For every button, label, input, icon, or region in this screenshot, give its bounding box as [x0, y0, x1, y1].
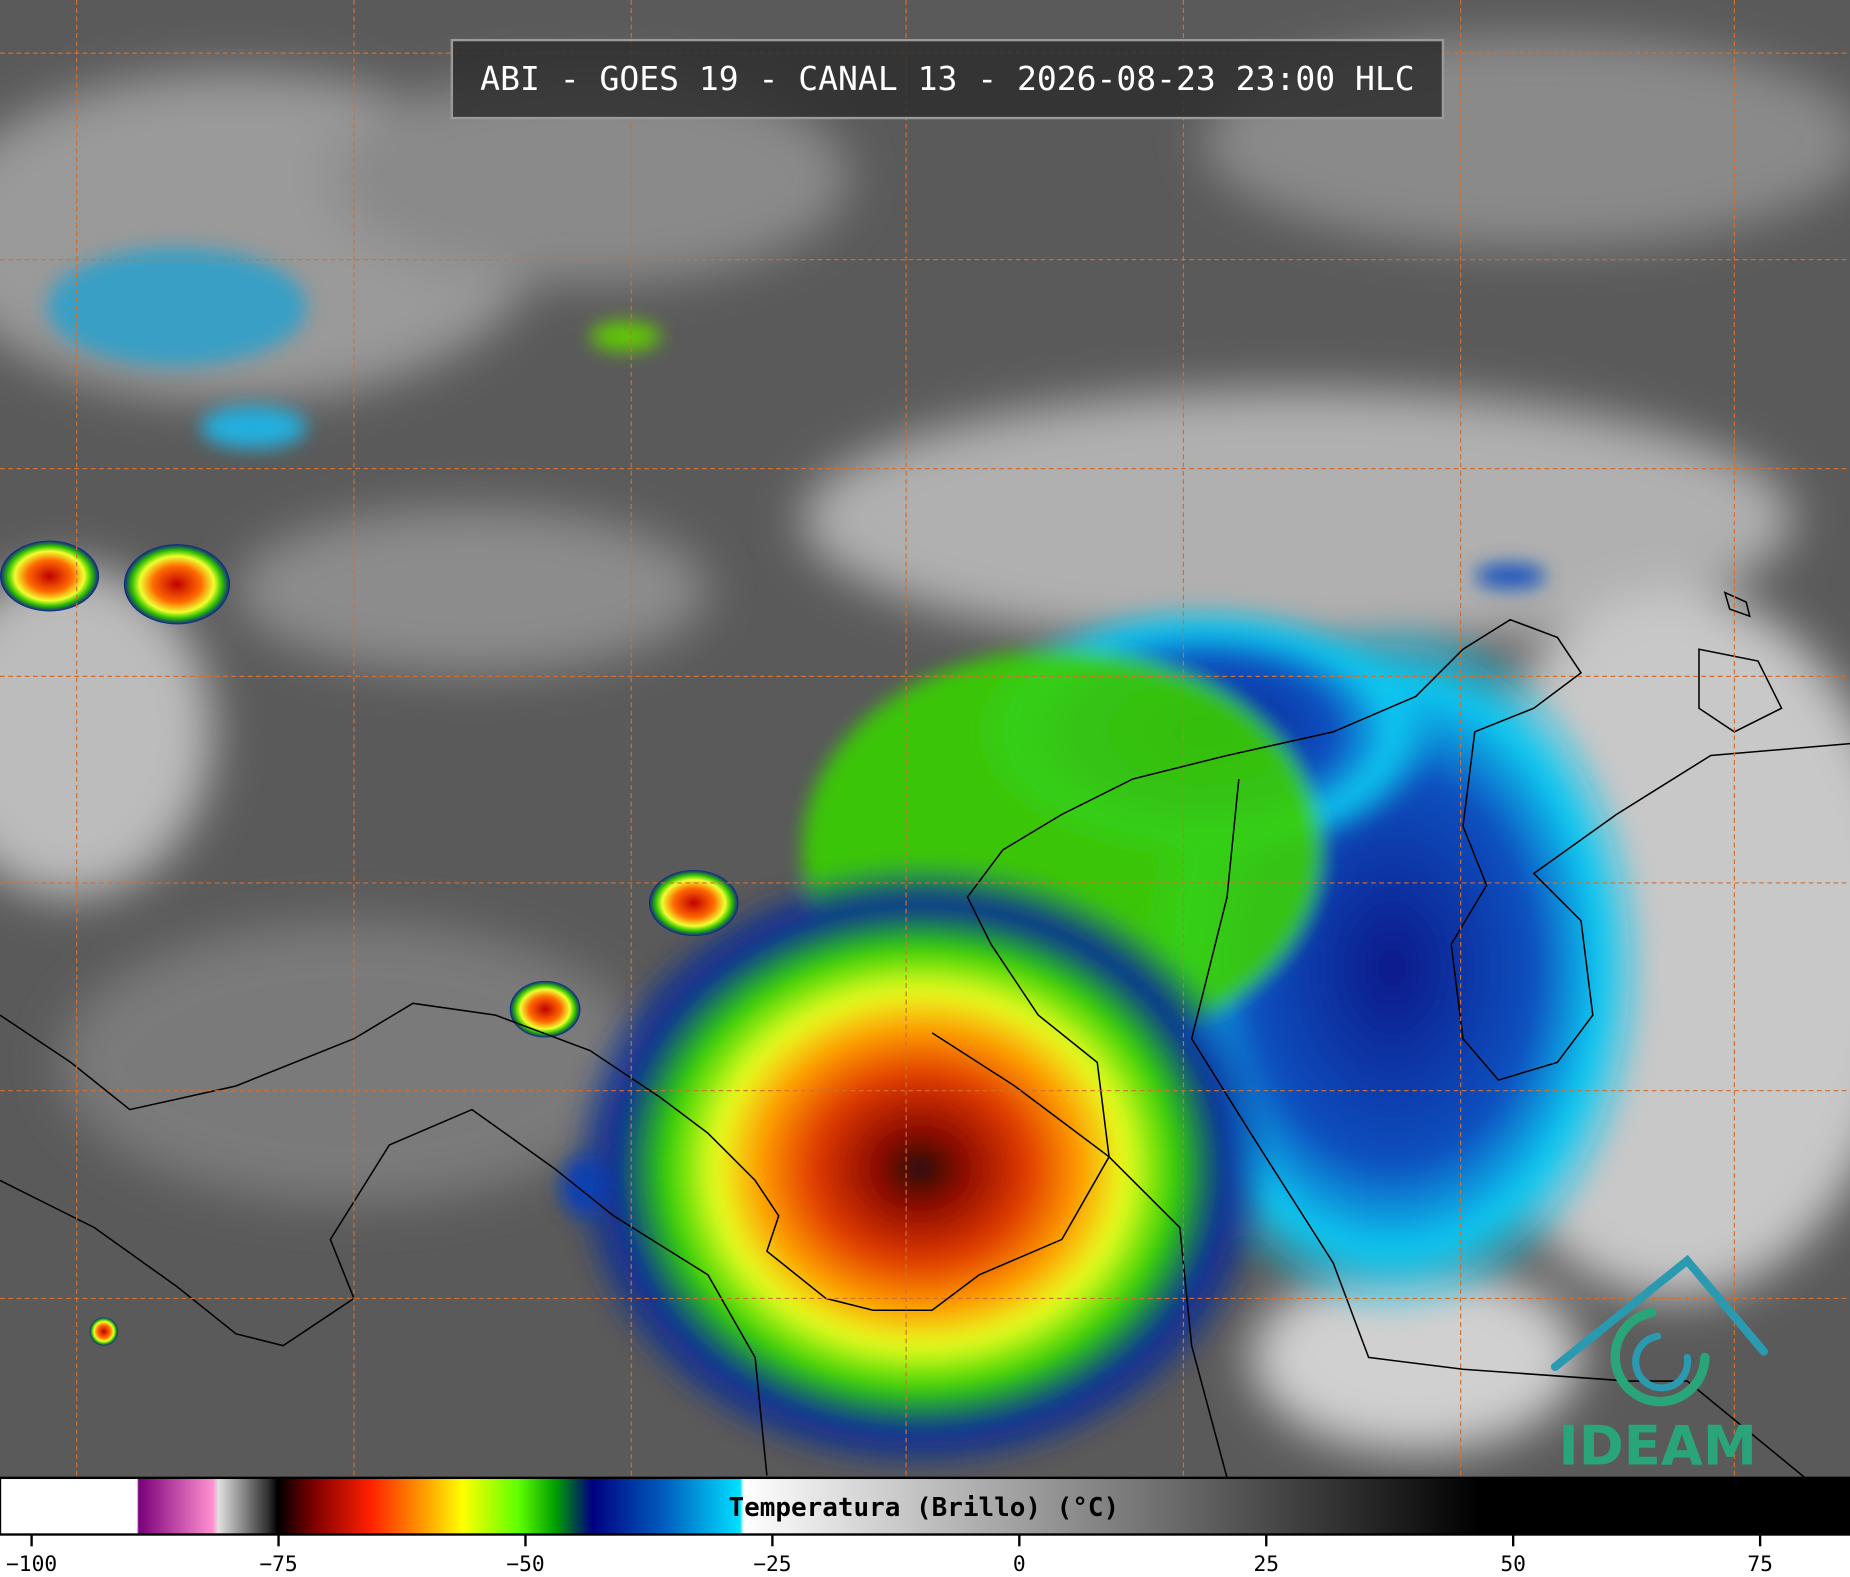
tick-label: 0: [1013, 1552, 1026, 1577]
tick-label: 25: [1253, 1552, 1279, 1577]
tick-label: −100: [6, 1552, 57, 1577]
convection: [47, 247, 1652, 1476]
colorbar-label: Temperatura (Brillo) (°C): [729, 1493, 1120, 1523]
tick-label: −75: [259, 1552, 297, 1577]
colorbar: [0, 1476, 1850, 1536]
tick-area: [0, 1534, 1850, 1577]
colorbar-ticks: −100 −75 −50 −25 0 25 50 75: [6, 1534, 1773, 1577]
title-box: [450, 38, 1445, 120]
tick-label: −50: [506, 1552, 544, 1577]
tick-label: 50: [1500, 1552, 1526, 1577]
coastlines: [0, 591, 1850, 1479]
logo: [1550, 1254, 1769, 1407]
logo-text: IDEAM: [1559, 1415, 1757, 1478]
tick-label: 75: [1747, 1552, 1773, 1577]
tick-label: −25: [753, 1552, 791, 1577]
title: ABI - GOES 19 - CANAL 13 - 2026-08-23 23…: [480, 59, 1414, 98]
storm-cells: [0, 540, 739, 1346]
graticule: [0, 0, 1850, 1478]
